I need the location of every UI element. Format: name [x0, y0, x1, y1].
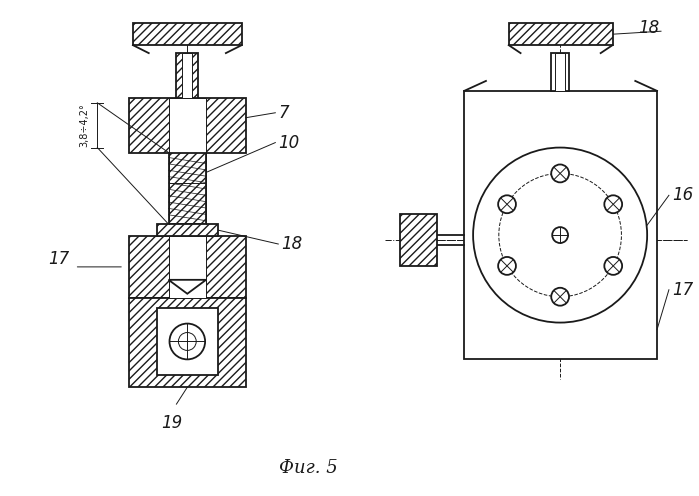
Circle shape: [169, 323, 205, 360]
Circle shape: [498, 195, 516, 213]
Bar: [133, 23, 242, 45]
Circle shape: [178, 332, 196, 350]
Bar: [157, 308, 218, 375]
Circle shape: [605, 257, 622, 275]
Bar: [129, 298, 245, 387]
Text: 18: 18: [281, 235, 303, 253]
Bar: [168, 98, 206, 153]
Bar: [464, 91, 657, 360]
Bar: [400, 214, 438, 266]
Circle shape: [552, 165, 569, 183]
Text: 7: 7: [278, 104, 289, 122]
Text: 17: 17: [48, 250, 70, 268]
Circle shape: [605, 195, 622, 213]
Text: 3,8÷4,2°: 3,8÷4,2°: [80, 103, 89, 147]
Circle shape: [552, 227, 568, 243]
Bar: [176, 53, 199, 98]
Bar: [168, 153, 206, 224]
Polygon shape: [168, 280, 206, 294]
Bar: [129, 98, 245, 153]
Bar: [555, 53, 565, 91]
Bar: [552, 53, 569, 91]
Bar: [157, 224, 218, 236]
Circle shape: [552, 288, 569, 306]
Circle shape: [473, 148, 647, 322]
Circle shape: [498, 257, 516, 275]
Bar: [129, 236, 245, 298]
Text: Фиг. 5: Фиг. 5: [279, 459, 338, 477]
Text: 18: 18: [638, 19, 659, 37]
Bar: [182, 53, 192, 98]
Text: 16: 16: [672, 186, 693, 204]
Bar: [509, 23, 612, 45]
Text: 19: 19: [161, 414, 183, 432]
Text: 17: 17: [672, 281, 693, 299]
Text: 10: 10: [278, 133, 300, 152]
Bar: [168, 236, 206, 298]
